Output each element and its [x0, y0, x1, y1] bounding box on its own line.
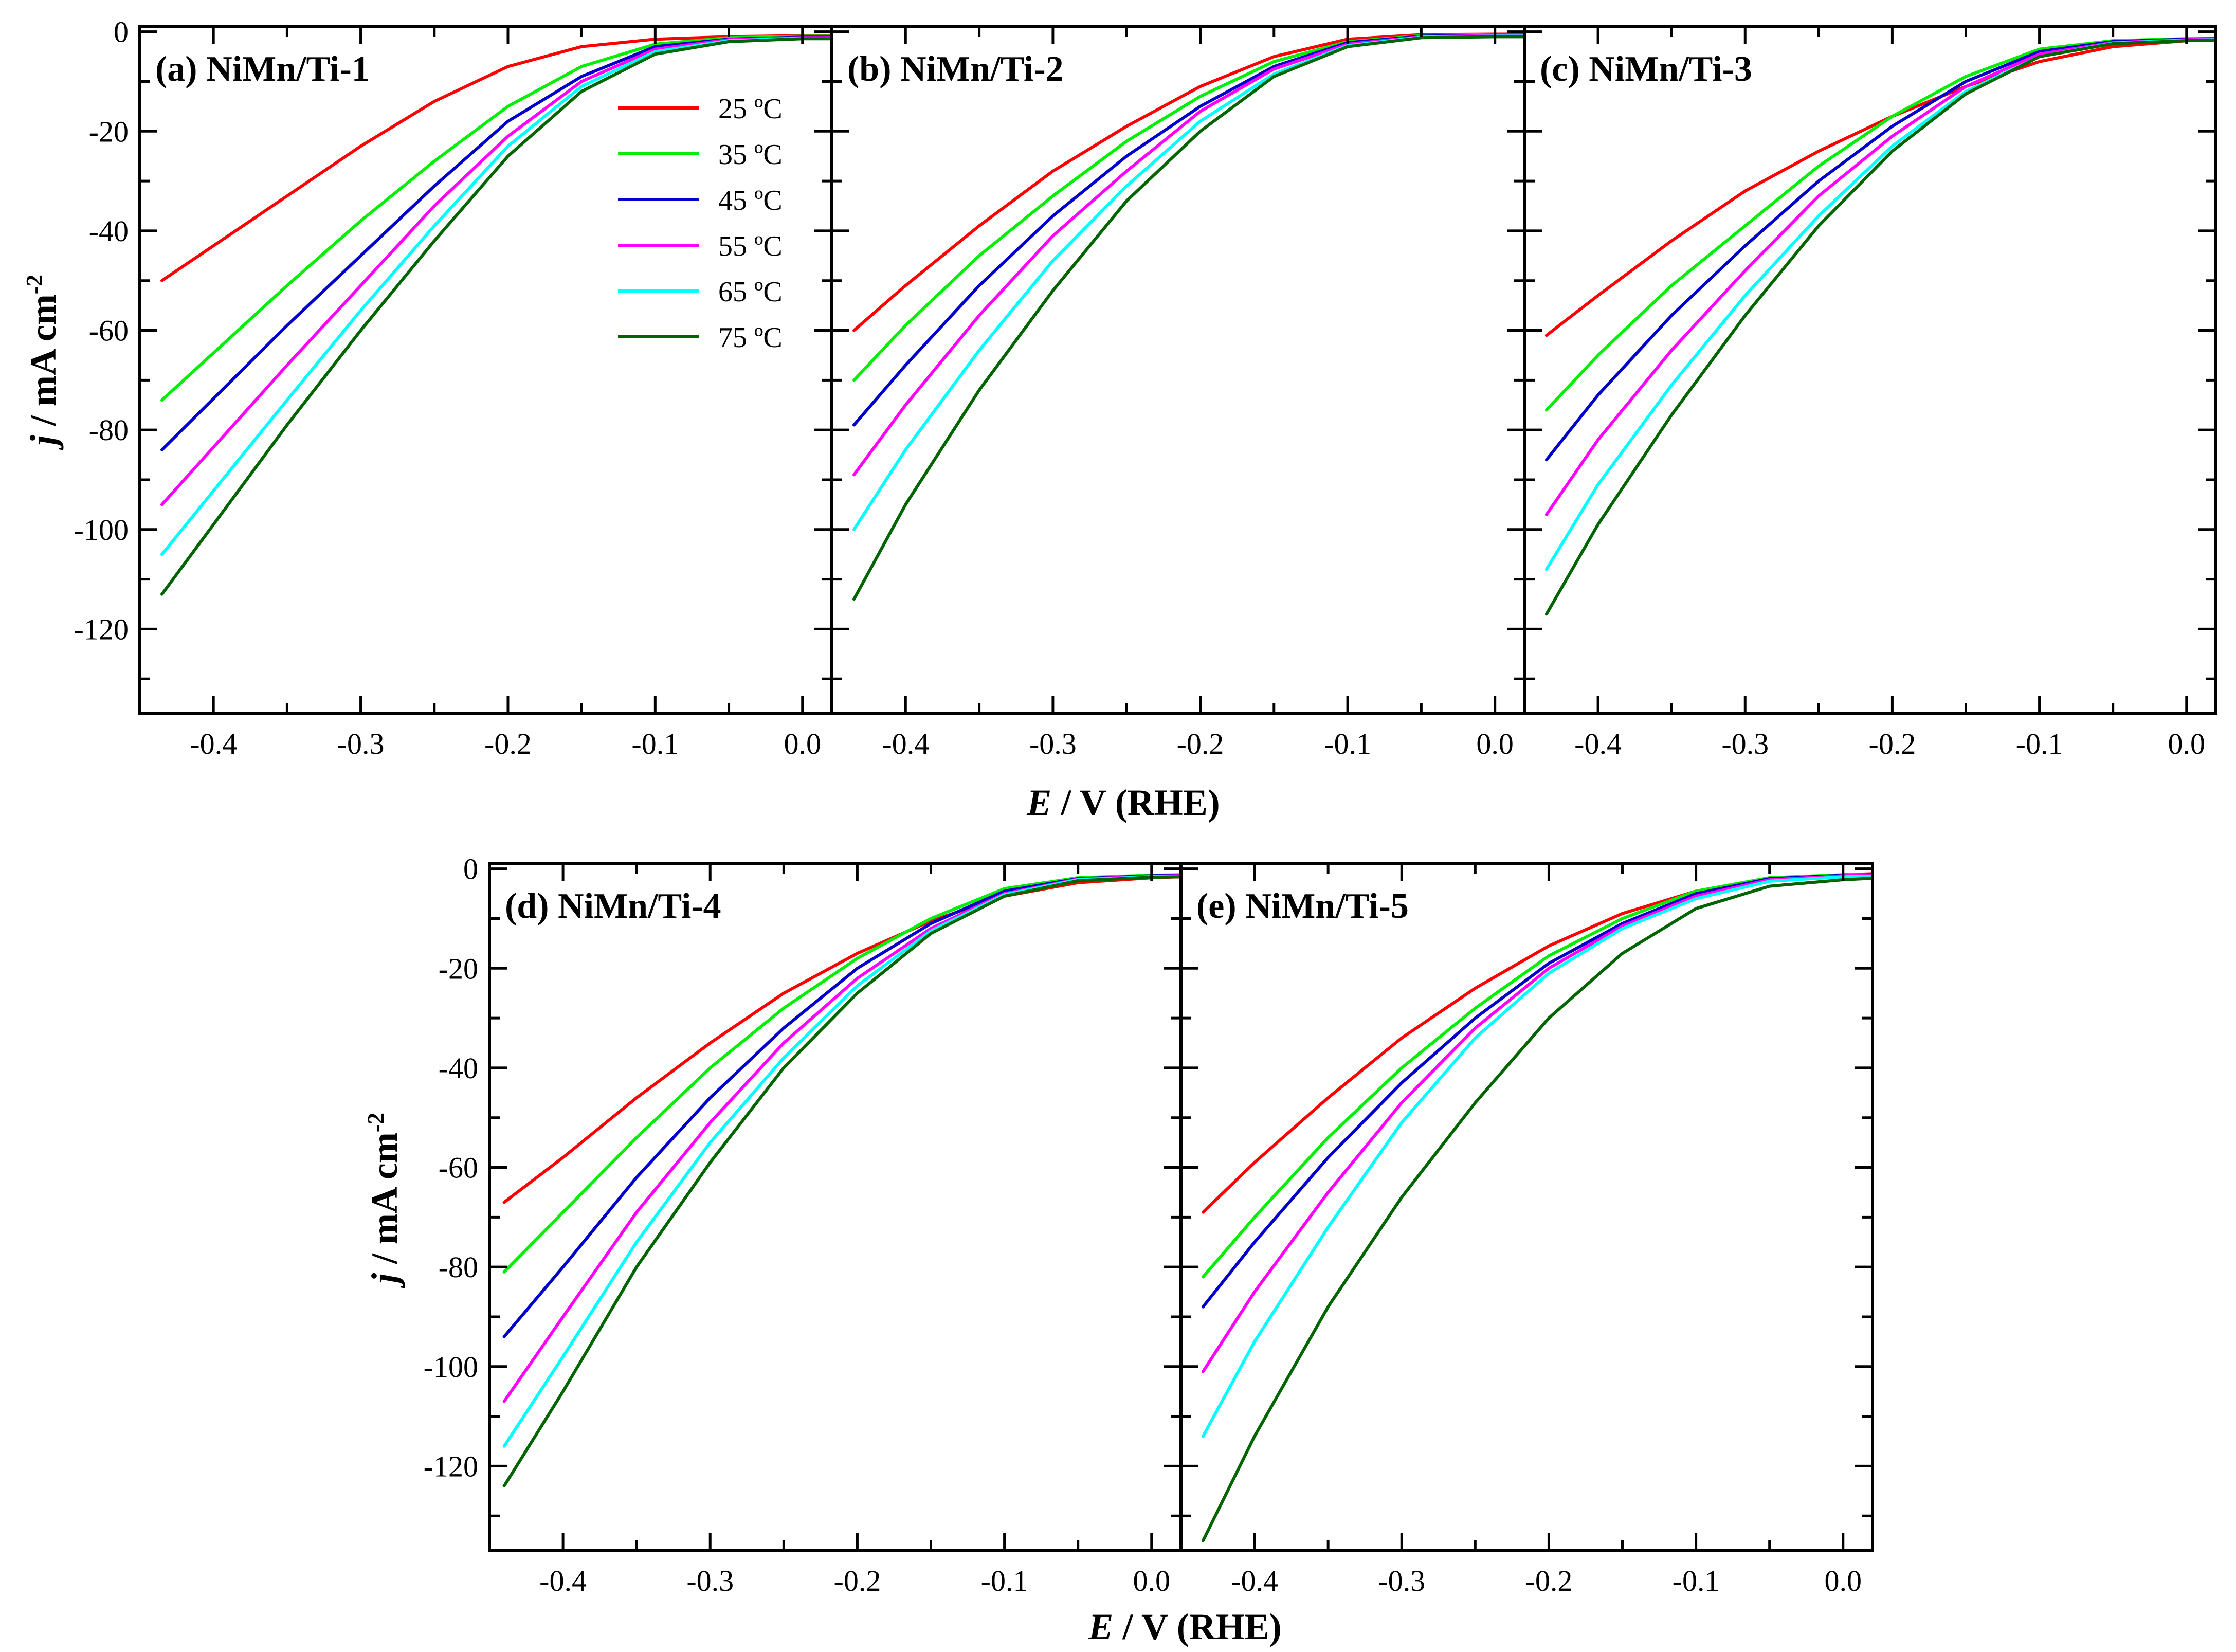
x-tick-label: -0.3 [1721, 727, 1769, 760]
x-tick-label: -0.3 [337, 727, 385, 760]
x-tick-label: -0.1 [2016, 727, 2063, 760]
x-tick-label: -0.1 [1324, 727, 1371, 760]
x-tick-label: 0.0 [1825, 1564, 1862, 1597]
panel-title-a: (a) NiMn/Ti-1 [155, 49, 370, 89]
x-tick-label: -0.2 [1177, 727, 1224, 760]
legend-label: 25 ºC [718, 93, 783, 125]
series-line-d-55C [502, 874, 1183, 1403]
panel-e: -0.4 -0.3 -0.2 -0.1 0.0 (e) NiMn/Ti-5 [1179, 862, 1874, 1597]
x-axis-title-top: E / V (RHE) [1026, 782, 1220, 823]
panel-c: -0.4 -0.3 -0.2 -0.1 0.0 (c) NiMn/Ti-3 [1523, 25, 2217, 760]
series-line-c-65C [1544, 38, 2217, 571]
y-tick-label: -100 [74, 513, 129, 547]
y-tick-label: -80 [439, 1250, 478, 1284]
panel-title-d: (d) NiMn/Ti-4 [505, 886, 721, 926]
series-line-c-45C [1544, 37, 2217, 462]
y-tick-label: -40 [89, 214, 129, 248]
x-tick-label: -0.2 [1525, 1564, 1573, 1597]
x-tick-label: 0.0 [2168, 727, 2206, 760]
series-line-d-35C [502, 873, 1183, 1274]
x-tick-label: -0.1 [1673, 1564, 1720, 1597]
x-tick-label: 0.0 [1476, 727, 1514, 760]
x-tick-label: -0.1 [631, 727, 679, 760]
y-tick-label: -120 [424, 1449, 478, 1483]
panel-d: -0.4 -0.3 -0.2 -0.1 0.0 0 -20 -40 -60 -80 -100 -120… [424, 852, 1183, 1597]
x-tick-label: 0.0 [784, 727, 821, 760]
panel-title-e: (e) NiMn/Ti-5 [1196, 886, 1409, 926]
legend-label: 35 ºC [718, 139, 783, 171]
y-tick-label: -120 [74, 612, 129, 646]
x-tick-label: -0.3 [1029, 727, 1077, 760]
series-line-c-75C [1544, 39, 2217, 616]
panel-b: -0.4 -0.3 -0.2 -0.1 0.0 (b) NiMn/Ti-2 [830, 25, 1526, 760]
series-line-d-45C [502, 874, 1183, 1338]
y-axis-title-top: j / mA cm-2 [21, 275, 64, 450]
x-tick-label: -0.4 [1574, 727, 1622, 760]
x-tick-label: -0.2 [484, 727, 532, 760]
series-line-c-35C [1544, 37, 2217, 412]
legend: 25 ºC 35 ºC 45 ºC 55 ºC 65 ºC 75 ºC [618, 93, 783, 354]
legend-label: 65 ºC [718, 276, 783, 308]
x-tick-label: -0.1 [981, 1564, 1028, 1597]
x-tick-label: -0.4 [882, 727, 929, 760]
series-line-e-75C [1201, 877, 1874, 1542]
y-tick-label: -80 [89, 413, 129, 447]
panel-title-c: (c) NiMn/Ti-3 [1540, 49, 1752, 89]
series-line-d-75C [502, 875, 1183, 1488]
panels-group: -0.4 -0.3 -0.2 -0.1 0.0 0 -20 -40 -60 -80 -100 -120… [74, 15, 2217, 1597]
series-line-e-65C [1201, 875, 1874, 1438]
x-tick-label: -0.2 [834, 1564, 881, 1597]
y-tick-label: -20 [89, 115, 129, 148]
series-line-e-55C [1201, 874, 1874, 1373]
series-line-b-75C [852, 35, 1526, 601]
legend-label: 45 ºC [718, 185, 783, 216]
y-tick-label: -60 [439, 1151, 478, 1185]
legend-label: 55 ºC [718, 230, 783, 262]
x-tick-label: -0.3 [686, 1564, 734, 1597]
y-tick-label: -20 [439, 952, 478, 985]
x-tick-label: -0.3 [1378, 1564, 1425, 1597]
plot-frame-c [1523, 25, 2217, 715]
panel-title-b: (b) NiMn/Ti-2 [847, 49, 1064, 89]
legend-label: 75 ºC [718, 322, 783, 354]
series-line-b-65C [852, 34, 1526, 531]
x-tick-label: -0.2 [1869, 727, 1916, 760]
series-line-e-45C [1201, 873, 1874, 1309]
series-line-a-75C [160, 37, 833, 596]
x-tick-label: -0.4 [190, 727, 237, 760]
x-tick-label: -0.4 [539, 1564, 587, 1597]
y-tick-label: 0 [463, 852, 478, 886]
series-line-e-35C [1201, 873, 1874, 1279]
y-tick-label: -40 [439, 1051, 478, 1085]
panel-a: -0.4 -0.3 -0.2 -0.1 0.0 0 -20 -40 -60 -80 -100 -120… [74, 15, 833, 760]
x-tick-label: -0.4 [1231, 1564, 1278, 1597]
y-tick-label: -100 [424, 1350, 478, 1384]
plot-frame-e [1179, 862, 1874, 1552]
series-line-c-55C [1544, 38, 2217, 516]
y-axis-title-bottom: j / mA cm-2 [362, 1113, 405, 1288]
x-tick-label: 0.0 [1133, 1564, 1171, 1597]
x-axis-title-bottom: E / V (RHE) [1088, 1606, 1281, 1647]
y-tick-label: 0 [114, 15, 129, 49]
y-tick-label: -60 [89, 314, 129, 348]
